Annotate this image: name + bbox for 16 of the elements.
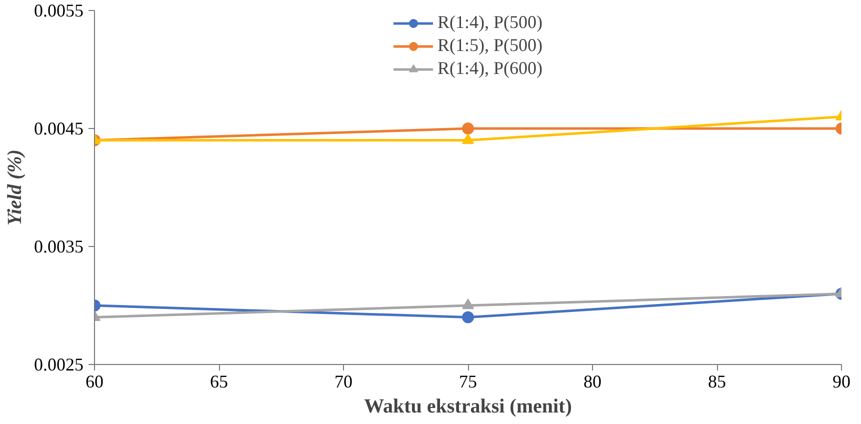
x-tick-label: 90	[832, 372, 850, 392]
legend-label: R(1:4), P(600)	[438, 58, 542, 79]
legend-label: R(1:4), P(500)	[438, 12, 542, 33]
x-tick-label: 70	[334, 372, 352, 392]
x-axis-title: Waktu ekstraksi (menit)	[364, 396, 572, 418]
x-tick-label: 85	[708, 372, 726, 392]
x-tick-label: 75	[459, 372, 477, 392]
x-tick-label: 65	[210, 372, 228, 392]
y-tick-label: 0.0025	[34, 354, 84, 374]
x-tick-label: 60	[86, 372, 104, 392]
x-tick-label: 80	[584, 372, 602, 392]
y-axis-title: Yield (%)	[4, 149, 26, 226]
y-tick-label: 0.0055	[34, 0, 84, 20]
y-tick-label: 0.0045	[34, 118, 84, 138]
legend-label: R(1:5), P(500)	[438, 35, 542, 56]
y-tick-label: 0.0035	[34, 236, 84, 256]
